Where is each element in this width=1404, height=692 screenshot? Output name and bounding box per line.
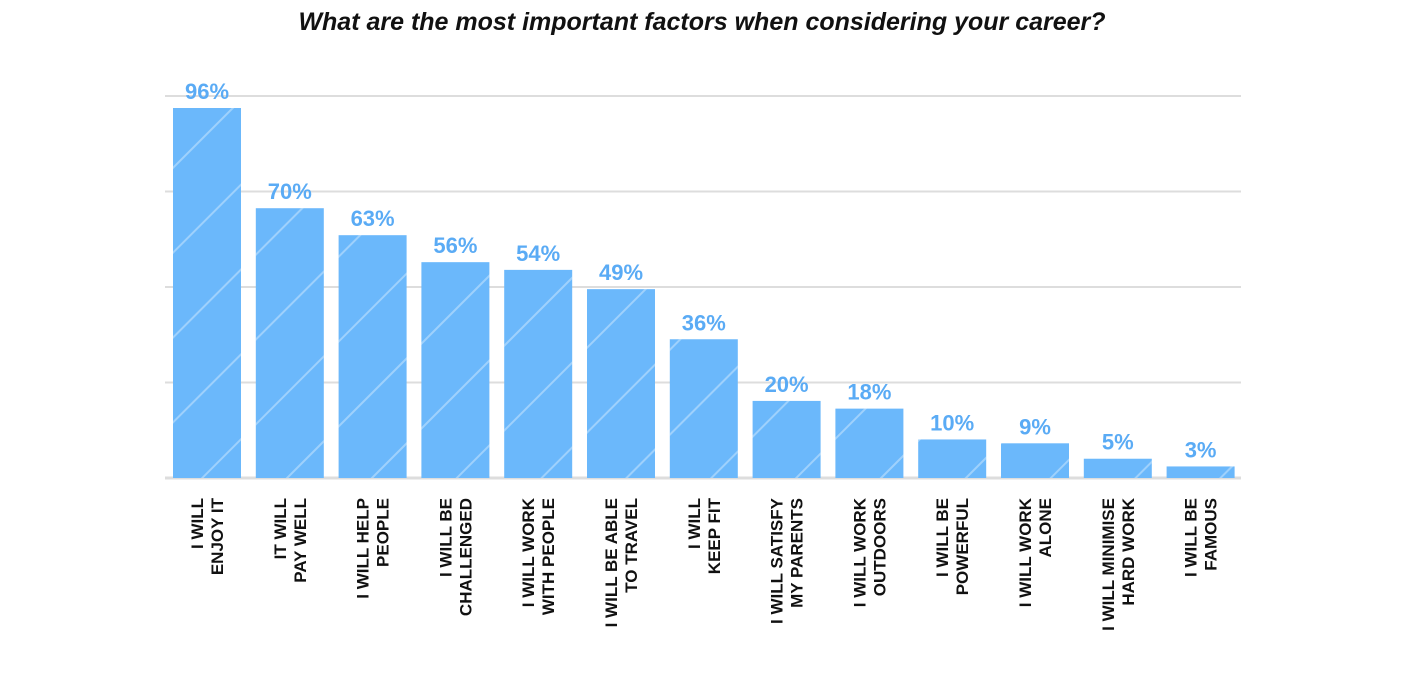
category-label-line: HARD WORK: [1119, 497, 1138, 605]
bar: [504, 269, 573, 478]
category-labels: I WILLENJOY IT IT WILLPAY WELL I WILL HELP…: [188, 497, 1221, 631]
bar: [1083, 458, 1152, 478]
bar: [1001, 443, 1069, 478]
category-label-line: PAY WELL: [291, 498, 310, 583]
category-label-line: I WILL: [188, 498, 207, 549]
category-label: I WILL HELPPEOPLE: [354, 498, 393, 599]
category-label-line: I WILL SATISFY: [768, 497, 787, 624]
bar: [255, 208, 324, 479]
bar: [338, 235, 407, 478]
bar-texture: [504, 269, 573, 478]
bar-texture: [587, 289, 655, 478]
category-label-line: ENJOY IT: [208, 497, 227, 575]
category-label-line: I WILL HELP: [354, 498, 373, 599]
category-label-line: I WILL WORK: [850, 497, 869, 607]
value-labels: 96% 70% 63% 56% 54% 49% 36% 20% 18% 10% 9% 5% 3%: [185, 79, 1217, 462]
category-label-line: I WILL MINIMISE: [1099, 498, 1118, 631]
bar-texture: [1083, 458, 1152, 478]
bar-texture: [338, 235, 407, 478]
category-label-line: I WILL BE: [1182, 498, 1201, 577]
bar: [918, 439, 987, 478]
category-label-line: MY PARENTS: [788, 498, 807, 608]
category-label-line: CHALLENGED: [456, 498, 475, 616]
bar: [1166, 466, 1235, 478]
bar-texture: [1166, 466, 1235, 478]
category-label-line: ALONE: [1036, 498, 1055, 558]
category-label: I WILL MINIMISEHARD WORK: [1099, 497, 1138, 631]
category-label: I WILL WORKALONE: [1016, 497, 1055, 607]
category-label-line: OUTDOORS: [870, 498, 889, 596]
bar: [752, 400, 821, 478]
value-label: 9%: [1019, 414, 1051, 439]
bar-texture: [835, 408, 904, 478]
category-label-line: IT WILL: [271, 498, 290, 559]
value-label: 63%: [351, 206, 395, 231]
category-label: I WILL SATISFYMY PARENTS: [768, 497, 807, 624]
value-label: 49%: [599, 260, 643, 285]
category-label-line: KEEP FIT: [705, 497, 724, 574]
category-label: I WILL BEPOWERFUL: [933, 498, 972, 595]
bar: [835, 408, 904, 478]
bar-texture: [918, 439, 987, 478]
category-label-line: I WILL BE ABLE: [602, 498, 621, 627]
value-label: 70%: [268, 179, 312, 204]
bar-texture: [1001, 443, 1069, 478]
value-label: 3%: [1185, 437, 1217, 462]
category-label: I WILLENJOY IT: [188, 497, 227, 575]
bar: [421, 262, 490, 478]
bar: [587, 289, 655, 478]
value-label: 96%: [185, 79, 229, 104]
category-label: I WILL BE ABLETO TRAVEL: [602, 498, 641, 627]
category-label-line: I WILL WORK: [519, 497, 538, 607]
category-label-line: I WILL WORK: [1016, 497, 1035, 607]
category-label-line: WITH PEOPLE: [539, 498, 558, 615]
category-label: I WILLKEEP FIT: [685, 497, 724, 574]
bar: [669, 339, 738, 478]
bars: [173, 108, 1235, 479]
value-label: 10%: [930, 410, 974, 435]
bar: [173, 108, 241, 478]
value-label: 56%: [433, 233, 477, 258]
category-label: IT WILLPAY WELL: [271, 498, 310, 583]
value-label: 36%: [682, 310, 726, 335]
category-label-line: PEOPLE: [374, 498, 393, 567]
category-label: I WILL WORKOUTDOORS: [850, 497, 889, 607]
value-label: 20%: [765, 372, 809, 397]
bar-texture: [173, 108, 241, 478]
value-label: 18%: [847, 380, 891, 405]
category-label-line: FAMOUS: [1202, 498, 1221, 571]
bar-texture: [669, 339, 738, 478]
category-label: I WILL WORKWITH PEOPLE: [519, 497, 558, 615]
category-label-line: I WILL: [685, 498, 704, 549]
category-label: I WILL BEFAMOUS: [1182, 498, 1221, 577]
chart-title: What are the most important factors when…: [298, 8, 1106, 36]
category-label-line: POWERFUL: [953, 498, 972, 595]
bar-texture: [255, 208, 324, 479]
category-label-line: I WILL BE: [436, 498, 455, 577]
value-label: 54%: [516, 241, 560, 266]
bar-texture: [421, 262, 490, 478]
category-label-line: TO TRAVEL: [622, 498, 641, 593]
bar-texture: [752, 400, 821, 478]
category-label: I WILL BECHALLENGED: [436, 498, 475, 616]
value-label: 5%: [1102, 430, 1134, 455]
category-label-line: I WILL BE: [933, 498, 952, 577]
